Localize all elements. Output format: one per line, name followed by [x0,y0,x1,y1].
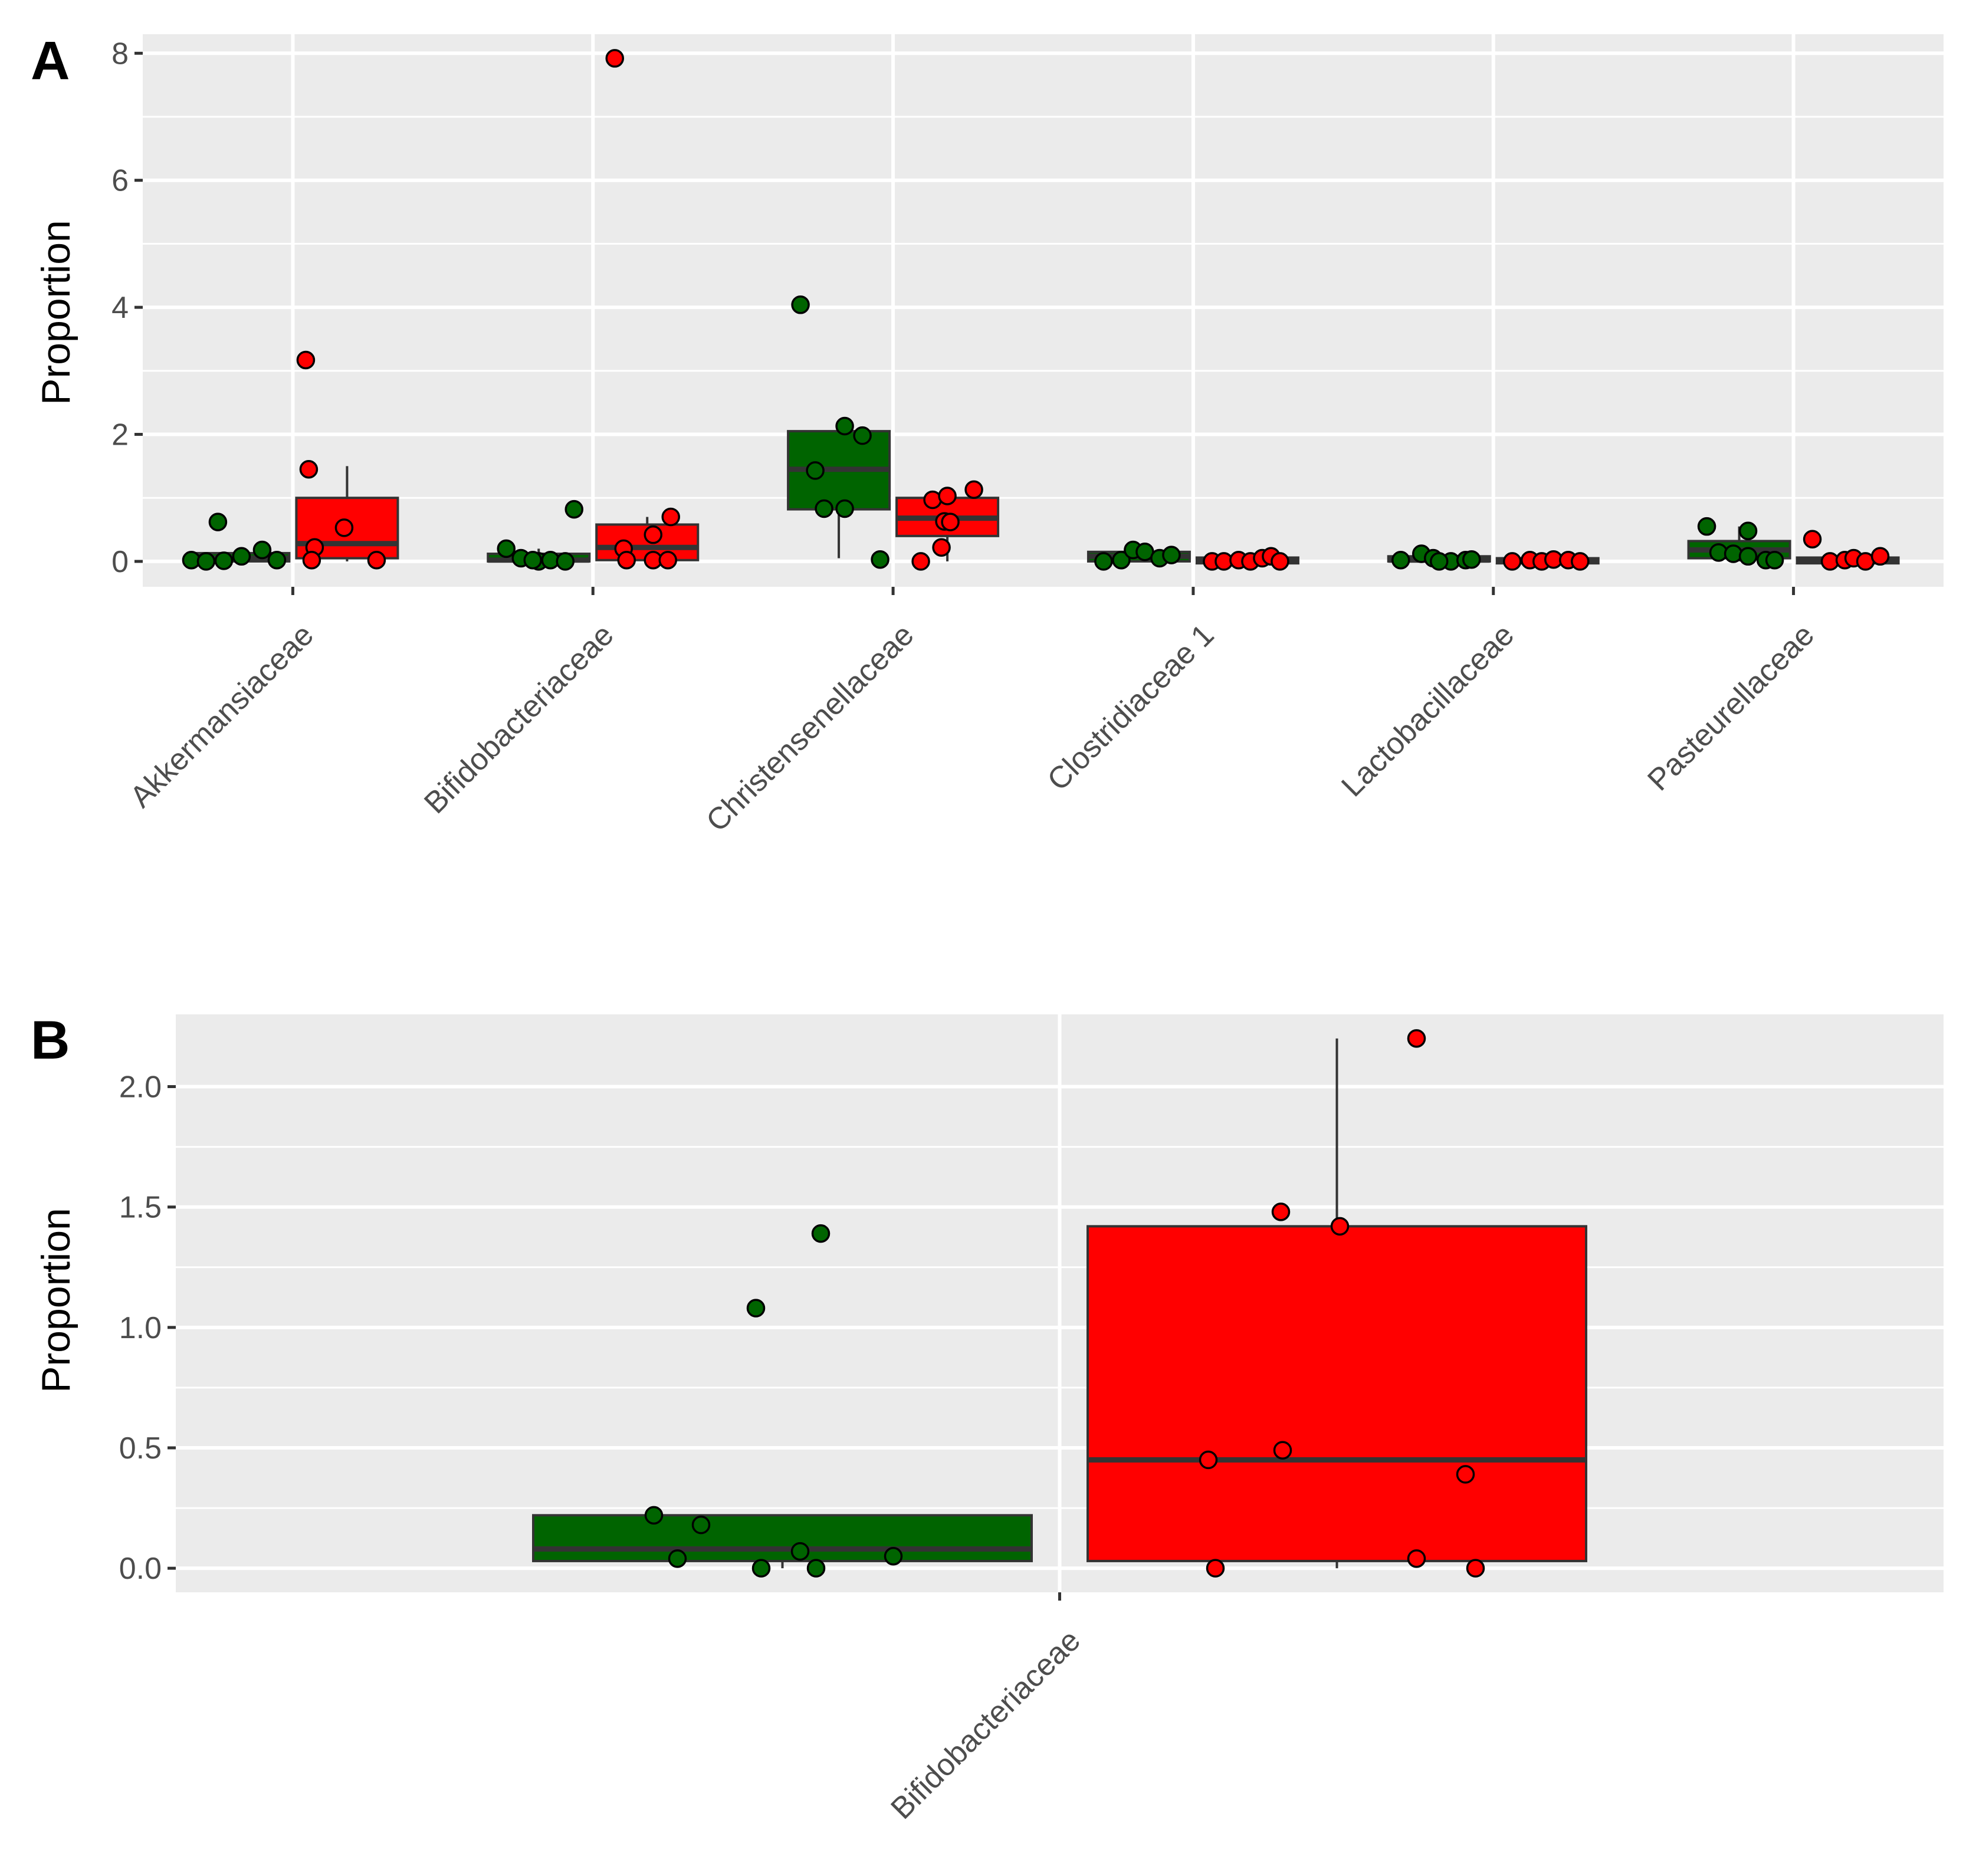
panel-b-label: B [31,1010,70,1070]
panel-a-point-red [299,460,319,479]
panel-a-chart: A Proportion 0 2 4 6 8 Akkermansiaceae Bifidob… [31,31,1944,839]
panel-a-point-green [1162,546,1181,564]
panel-b-point-red [1407,1549,1426,1568]
panel-b-point-green [811,1224,831,1243]
panel-a-point-red [302,551,321,570]
panel-a-label: A [31,31,70,91]
panel-a-point-green [1112,551,1131,570]
panel-a-point-red [911,552,930,571]
panel-b-point-red [1466,1559,1485,1578]
panel-a-point-green [791,295,810,314]
panel-a-x-tick-label: Clostridiaceae 1 [1041,617,1221,797]
panel-b-point-green [644,1506,664,1525]
panel-a-point-green [564,500,583,519]
panel-a-point-green [252,540,272,560]
panel-b-point-green [884,1547,903,1566]
panel-b-y-tick-label: 2.0 [119,1070,162,1105]
panel-b-point-green [751,1559,771,1578]
panel-a-point-red [1571,552,1590,571]
panel-a-point-green [835,416,854,436]
panel-b-x-tick-label: Bifidobacteriaceae [884,1623,1087,1826]
panel-a-point-green [1430,552,1449,571]
panel-a-point-red [617,551,636,570]
panel-a-y-tick-label: 0 [111,545,129,579]
panel-b-point-green [691,1515,711,1535]
panel-b-point-red [1456,1465,1475,1484]
panel-a-x-tick-label: Bifidobacteriaceae [418,617,621,820]
panel-a-point-green [853,426,872,445]
panel-a-y-tick-label: 2 [111,418,129,452]
panel-a-point-red [367,551,386,570]
panel-a-x-tick-label: Lactobacillaceae [1335,617,1521,803]
panel-b-point-red [1330,1217,1350,1236]
panel-a-x-tick-label: Akkermansiaceae [124,617,320,814]
panel-a-point-red [1803,530,1822,548]
panel-a-plot-area: 0 2 4 6 8 Akkermansiaceae Bifidobacteriaceae Ch… [111,34,1944,839]
panel-a-point-green [1094,552,1113,571]
panel-a-point-green [1738,547,1758,566]
panel-a-point-green [1724,544,1743,563]
panel-b-y-axis-title: Proportion [34,1208,78,1393]
panel-a-y-tick-label: 4 [111,291,129,325]
panel-b-box-green [532,1514,1033,1562]
panel-a-point-red [661,507,680,527]
panel-a-point-red [932,538,951,557]
panel-b-point-red [1199,1450,1218,1470]
panel-a-point-red [1870,547,1890,566]
panel-a-point-green [196,552,216,571]
panel-a-point-red [964,480,983,499]
panel-a-background [143,34,1944,587]
panel-a-y-tick-label: 6 [111,164,129,198]
panel-a-point-green [523,551,542,570]
panel-a-point-green [556,552,575,571]
panel-b-plot-area: 0.0 0.5 1.0 1.5 2.0 Bifidobacteriaceae [119,1014,1944,1826]
panel-a-point-red [644,525,662,544]
panel-b-y-tick-label: 0.0 [119,1552,162,1586]
panel-a-point-red [605,49,624,68]
panel-b-point-red [1271,1203,1291,1221]
panel-a-point-red [296,350,316,370]
panel-a-point-green [267,551,287,570]
panel-a-x-tick-label: Pasteurellaceae [1641,617,1821,797]
panel-a-point-green [1697,517,1716,536]
panel-a-point-red [938,487,957,505]
panel-a-point-red [1503,552,1522,571]
panel-a-point-green [497,539,516,558]
panel-a-point-green [214,551,234,570]
panel-a-point-red [334,518,354,537]
panel-b-y-tick-label: 0.5 [119,1431,162,1466]
panel-a-point-green [835,499,854,518]
panel-b-point-red [1273,1441,1292,1460]
panel-a-point-green [871,550,889,569]
panel-b-y-tick-label: 1.5 [119,1191,162,1225]
panel-b-point-green [790,1542,810,1561]
panel-b-box-red [1087,1225,1587,1562]
panel-b-point-red [1206,1559,1225,1578]
panel-a-point-red [941,512,960,531]
panel-a-point-red [1271,552,1289,571]
panel-a-point-green [1391,551,1410,570]
panel-b-chart: B Proportion 0.0 0.5 1.0 1.5 2.0 Bifidobacter… [31,1010,1944,1826]
panel-a-point-green [1765,551,1784,570]
panel-a-point-red [658,551,677,570]
panel-b-point-red [1407,1029,1426,1048]
panel-a-point-green [806,461,825,480]
panel-a-y-axis-title: Proportion [34,220,78,405]
panel-a-point-green [1738,521,1758,540]
panel-b-y-tick-label: 1.0 [119,1311,162,1345]
panel-a-point-green [1462,550,1481,569]
panel-b-point-green [746,1299,766,1318]
panel-a-point-green [232,547,251,566]
panel-a-point-green [815,499,833,518]
panel-a-point-green [208,512,228,531]
panel-b-point-green [668,1549,687,1568]
panel-a-x-tick-label: Christensenellaceae [700,617,920,838]
panel-a-y-tick-label: 8 [111,37,129,71]
panel-b-point-green [806,1559,826,1578]
